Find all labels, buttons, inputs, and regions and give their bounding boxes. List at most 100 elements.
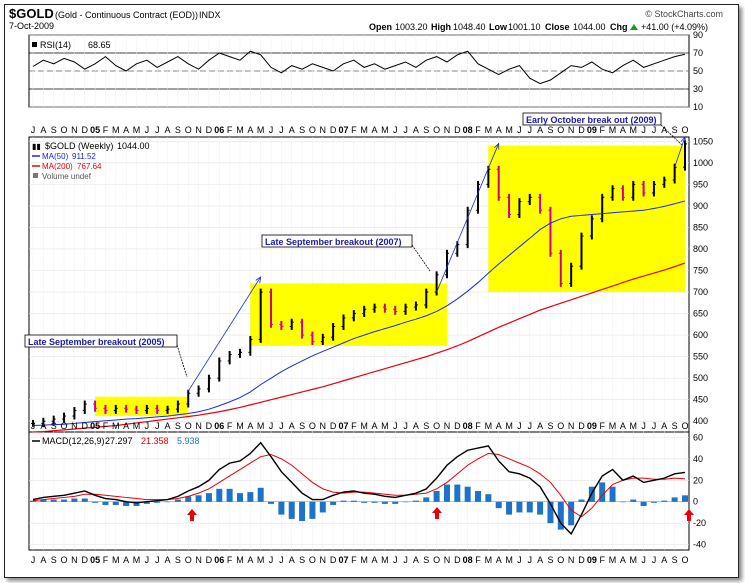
x-tick-label-bottom: 05	[90, 555, 100, 565]
x-tick-label-bottom: A	[661, 555, 667, 565]
ma200-line	[32, 262, 686, 433]
x-tick-label-mid: N	[71, 421, 78, 431]
ma50-legend: MA(50)	[42, 152, 69, 161]
x-tick-label-bottom: J	[31, 555, 36, 565]
macd-histogram-bar	[164, 501, 171, 503]
rsi-tick-label: 10	[693, 102, 703, 112]
trend-arrow	[436, 143, 500, 293]
x-tick-label-mid: J	[155, 421, 160, 431]
buy-signal-arrow-icon	[684, 509, 694, 521]
price-legend-main-value: 1044.00	[117, 141, 150, 151]
x-tick-label-mid: J	[641, 421, 646, 431]
x-tick-label-top: J	[403, 125, 408, 135]
x-tick-label-bottom: N	[71, 555, 78, 565]
x-tick-label-bottom: F	[599, 555, 605, 565]
x-tick-label-mid: 09	[587, 421, 597, 431]
annotation-2007-pointer	[411, 244, 431, 272]
x-tick-label-mid: D	[454, 421, 461, 431]
x-tick-label-mid: O	[185, 421, 192, 431]
close-value: 1044.00	[573, 22, 606, 32]
x-tick-label-bottom: M	[133, 555, 141, 565]
rsi-tick-label: 70	[693, 48, 703, 58]
macd-tick-label: 20	[693, 475, 703, 485]
macd-histogram-bar	[443, 484, 450, 502]
x-tick-label-top: N	[320, 125, 327, 135]
annotation-2005-box	[24, 334, 178, 348]
macd-series	[30, 441, 688, 536]
price-tick-label: 450	[693, 395, 708, 405]
ma200-legend-value: 767.64	[77, 162, 102, 171]
x-tick-label-top: J	[652, 125, 657, 135]
macd-tick-label: 40	[693, 454, 703, 464]
x-tick-label-bottom: O	[185, 555, 192, 565]
macd-histogram-bar	[568, 501, 575, 526]
x-tick-label-top: A	[123, 125, 129, 135]
x-tick-label-top: M	[609, 125, 617, 135]
macd-histogram-bar	[278, 501, 285, 515]
x-tick-label-top: F	[475, 125, 481, 135]
price-tick-label: 1050	[693, 136, 713, 146]
close-label: Close	[545, 22, 570, 32]
high-label: High	[431, 22, 451, 32]
x-tick-label-top: M	[133, 125, 141, 135]
price-tick-label: 900	[693, 201, 708, 211]
x-tick-label-mid: N	[444, 421, 451, 431]
annotation-2009-box	[522, 112, 662, 126]
x-tick-label-top: A	[165, 125, 171, 135]
x-tick-label-top: M	[630, 125, 638, 135]
annotation-2005: Late September breakout (2005)	[24, 334, 188, 378]
macd-histogram-bar	[112, 501, 119, 505]
x-tick-label-bottom: S	[51, 555, 57, 565]
x-tick-label-mid: A	[247, 421, 253, 431]
chg-label: Chg	[610, 22, 628, 32]
x-tick-label-bottom: M	[112, 555, 120, 565]
x-tick-label-mid: 05	[90, 421, 100, 431]
x-tick-label-top: D	[330, 125, 337, 135]
x-tick-label-mid: A	[496, 421, 502, 431]
x-tick-label-top: D	[206, 125, 213, 135]
macd-histogram-bar	[495, 501, 502, 509]
x-tick-label-mid: A	[661, 421, 667, 431]
macd-histogram-bar	[350, 500, 357, 502]
x-tick-label-top: J	[155, 125, 160, 135]
ma50-line	[32, 200, 686, 427]
x-tick-label-bottom: 06	[214, 555, 224, 565]
x-tick-label-bottom: F	[227, 555, 233, 565]
x-tick-label-bottom: O	[309, 555, 316, 565]
x-tick-label-mid: 08	[463, 421, 473, 431]
x-tick-label-mid: M	[360, 421, 368, 431]
x-tick-label-mid: J	[31, 421, 36, 431]
macd-histogram-bar	[402, 501, 409, 503]
x-tick-label-top: D	[454, 125, 461, 135]
x-tick-label-mid: D	[206, 421, 213, 431]
macd-histogram-bar	[671, 497, 678, 502]
x-tick-label-bottom: J	[641, 555, 646, 565]
x-tick-label-mid: 06	[214, 421, 224, 431]
x-tick-label-mid: D	[81, 421, 88, 431]
low-label: Low	[489, 22, 508, 32]
x-tick-label-top: 05	[90, 125, 100, 135]
chart-symbol: $GOLD	[9, 6, 54, 21]
x-tick-label-bottom: J	[155, 555, 160, 565]
macd-histogram-bar	[371, 501, 378, 503]
x-axis: JJJAAASSSOOONNNDDD050505FFFMMMAAAMMMJJJJ…	[31, 125, 689, 565]
macd-histogram-bar	[340, 500, 347, 502]
macd-panel	[28, 431, 690, 551]
x-tick-label-top: J	[393, 125, 398, 135]
macd-histogram-bar	[133, 501, 140, 507]
macd-line	[32, 441, 686, 536]
x-tick-label-mid: F	[599, 421, 605, 431]
x-tick-label-top: A	[247, 125, 253, 135]
macd-histogram-bar	[61, 499, 68, 502]
macd-legend-signal: 21.358	[141, 436, 169, 446]
x-tick-label-bottom: A	[413, 555, 419, 565]
x-tick-label-mid: J	[517, 421, 522, 431]
x-tick-label-mid: O	[309, 421, 316, 431]
x-tick-label-mid: A	[40, 421, 46, 431]
watermark: © StockCharts.com	[645, 9, 723, 19]
x-tick-label-top: A	[620, 125, 626, 135]
x-tick-label-bottom: A	[620, 555, 626, 565]
macd-histogram-bar	[599, 482, 606, 502]
x-tick-label-top: J	[145, 125, 150, 135]
x-tick-label-top: O	[557, 125, 564, 135]
